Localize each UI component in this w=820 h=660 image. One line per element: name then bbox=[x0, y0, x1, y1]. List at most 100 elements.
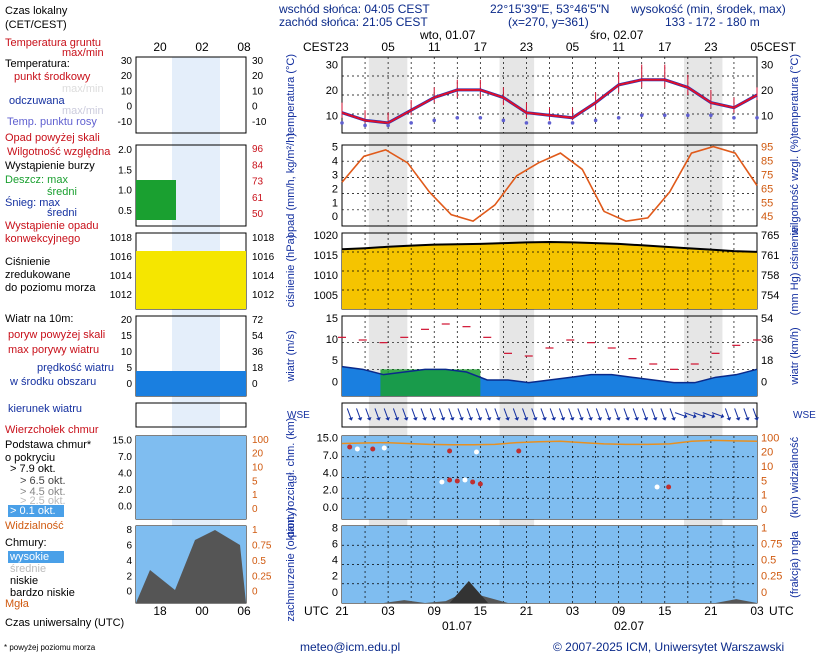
legend-utc-tick: 00 bbox=[195, 604, 209, 618]
legend-tick-left: 20 bbox=[121, 315, 133, 326]
legend-text: Chmury: bbox=[5, 537, 47, 549]
wind-arrow-head bbox=[661, 416, 667, 421]
y-tick-right: 0 bbox=[761, 587, 767, 599]
wind-arrow bbox=[503, 408, 510, 421]
dew-point bbox=[709, 113, 713, 118]
wind-arrow bbox=[522, 408, 529, 421]
dew-point bbox=[363, 123, 367, 128]
legend-text: do poziomu morza bbox=[5, 282, 96, 294]
y-tick-right: 36 bbox=[761, 334, 773, 346]
wind-arrow-head bbox=[412, 416, 418, 421]
y-tick-right: 10 bbox=[761, 461, 773, 473]
legend-tick-right: -10 bbox=[252, 117, 267, 128]
legend-tick-right: 1018 bbox=[252, 233, 275, 244]
email-anchor[interactable]: meteo@icm.edu.pl bbox=[300, 640, 401, 654]
utc-tick: 15 bbox=[474, 604, 488, 618]
wind-arrow bbox=[466, 408, 473, 421]
pressure-ylabel-right: (mm Hg) ciśnienie bbox=[789, 227, 801, 316]
legend-cb-bg bbox=[136, 436, 246, 519]
legend-frame-temp bbox=[135, 56, 247, 134]
wind-arrow bbox=[383, 408, 390, 421]
legend-text: > 2.5 okt. bbox=[20, 495, 66, 507]
legend-tick-right: 0.5 bbox=[252, 556, 266, 567]
dew-point bbox=[409, 121, 413, 125]
cloud-base-dot bbox=[477, 481, 483, 487]
wind-arrow bbox=[411, 408, 418, 421]
day-label-1: wto, 01.07 bbox=[419, 28, 476, 42]
dew-point bbox=[639, 113, 644, 118]
altitude-label: wysokość (min, środek, max) bbox=[631, 2, 786, 16]
wind-arrow-head bbox=[569, 416, 575, 421]
cloud-base-dot bbox=[473, 449, 479, 455]
wind-arrow-head bbox=[606, 416, 612, 421]
wind-arrow-head bbox=[477, 416, 483, 421]
y-tick-left: 4.0 bbox=[323, 467, 338, 479]
y-tick-left: 4 bbox=[332, 155, 338, 167]
legend-text: poryw powyżej skali bbox=[8, 329, 105, 341]
wind-speed-green bbox=[380, 369, 481, 396]
wind-arrow-head bbox=[440, 416, 446, 421]
panel-frame-dir bbox=[341, 402, 758, 428]
wind-arrow bbox=[724, 408, 732, 421]
legend-tick-left: 7.0 bbox=[118, 452, 132, 463]
coords-text: 22°15'39"E, 53°46'5"N bbox=[490, 2, 610, 16]
legend-text: zredukowane bbox=[5, 269, 70, 281]
y-tick-right: 65 bbox=[761, 183, 773, 195]
legend-tick-left: 10 bbox=[121, 347, 133, 358]
wind-arrow-head bbox=[514, 416, 520, 421]
legend-cloud-area bbox=[136, 530, 246, 603]
wind-arrow bbox=[540, 408, 547, 421]
legend-text: > 7.9 okt. bbox=[10, 463, 56, 475]
legend-text: kierunek wiatru bbox=[8, 403, 82, 415]
cloud-base-dot bbox=[516, 448, 522, 454]
wind-arrow-head bbox=[615, 416, 621, 421]
utc-tick: 03 bbox=[381, 604, 395, 618]
legend-tick-right: 30 bbox=[252, 56, 264, 67]
utc-label: UTC bbox=[304, 604, 329, 618]
legend-tick-right: 50 bbox=[252, 209, 264, 220]
wind-arrow-head bbox=[735, 416, 741, 421]
legend-tick-right: 1012 bbox=[252, 290, 275, 301]
wind-arrow bbox=[614, 408, 621, 421]
y-tick-left: 1015 bbox=[314, 250, 338, 262]
humidity-ylabel: wilgotność wzgl. (%) bbox=[789, 136, 801, 237]
wind-arrow bbox=[558, 408, 566, 421]
visibility-line bbox=[341, 439, 758, 446]
cloud-base-dot bbox=[370, 446, 376, 452]
y-tick-right: 45 bbox=[761, 211, 773, 223]
legend-tick-right: 0 bbox=[252, 379, 258, 390]
legend-text: > 6.5 okt. bbox=[20, 475, 66, 487]
legend-tick-left: 5 bbox=[126, 363, 132, 374]
dew-point bbox=[755, 116, 759, 120]
legend-text: Wiatr na 10m: bbox=[5, 313, 73, 325]
y-tick-right: 1 bbox=[761, 523, 767, 535]
legend-text: odczuwana bbox=[9, 95, 66, 107]
legend-tick-right: 96 bbox=[252, 144, 264, 155]
y-tick-right: 1 bbox=[761, 490, 767, 502]
utc-day-2: 02.07 bbox=[614, 619, 644, 633]
wind-arrow-head bbox=[449, 416, 455, 421]
wind-arrow-head bbox=[348, 416, 354, 421]
wind-arrow bbox=[734, 408, 741, 421]
cest-tick: 05 bbox=[381, 40, 395, 54]
y-tick-right: 20 bbox=[761, 447, 773, 459]
y-tick-right: 0 bbox=[761, 504, 767, 516]
legend-text: Deszcz: max bbox=[5, 174, 68, 186]
wind-arrow bbox=[346, 408, 354, 421]
legend-tick-left: 0.0 bbox=[118, 502, 132, 513]
legend-tick-left: 0 bbox=[126, 379, 132, 390]
legend-tick-right: 54 bbox=[252, 331, 264, 342]
wind-arrow bbox=[420, 408, 427, 421]
wind-arrow-head bbox=[532, 416, 538, 421]
compass-right: WSE bbox=[793, 410, 816, 421]
wind-arrow bbox=[577, 408, 584, 421]
y-tick-left: 10 bbox=[326, 110, 338, 122]
wind-arrow bbox=[568, 408, 575, 421]
wind-arrow bbox=[632, 408, 639, 421]
legend-tick-left: 0.5 bbox=[118, 206, 132, 217]
y-tick-left: 2 bbox=[332, 571, 338, 583]
email-link[interactable]: meteo@icm.edu.pl bbox=[300, 640, 400, 654]
legend-tick-right: 1016 bbox=[252, 252, 275, 263]
cest-label: CEST bbox=[303, 40, 336, 54]
